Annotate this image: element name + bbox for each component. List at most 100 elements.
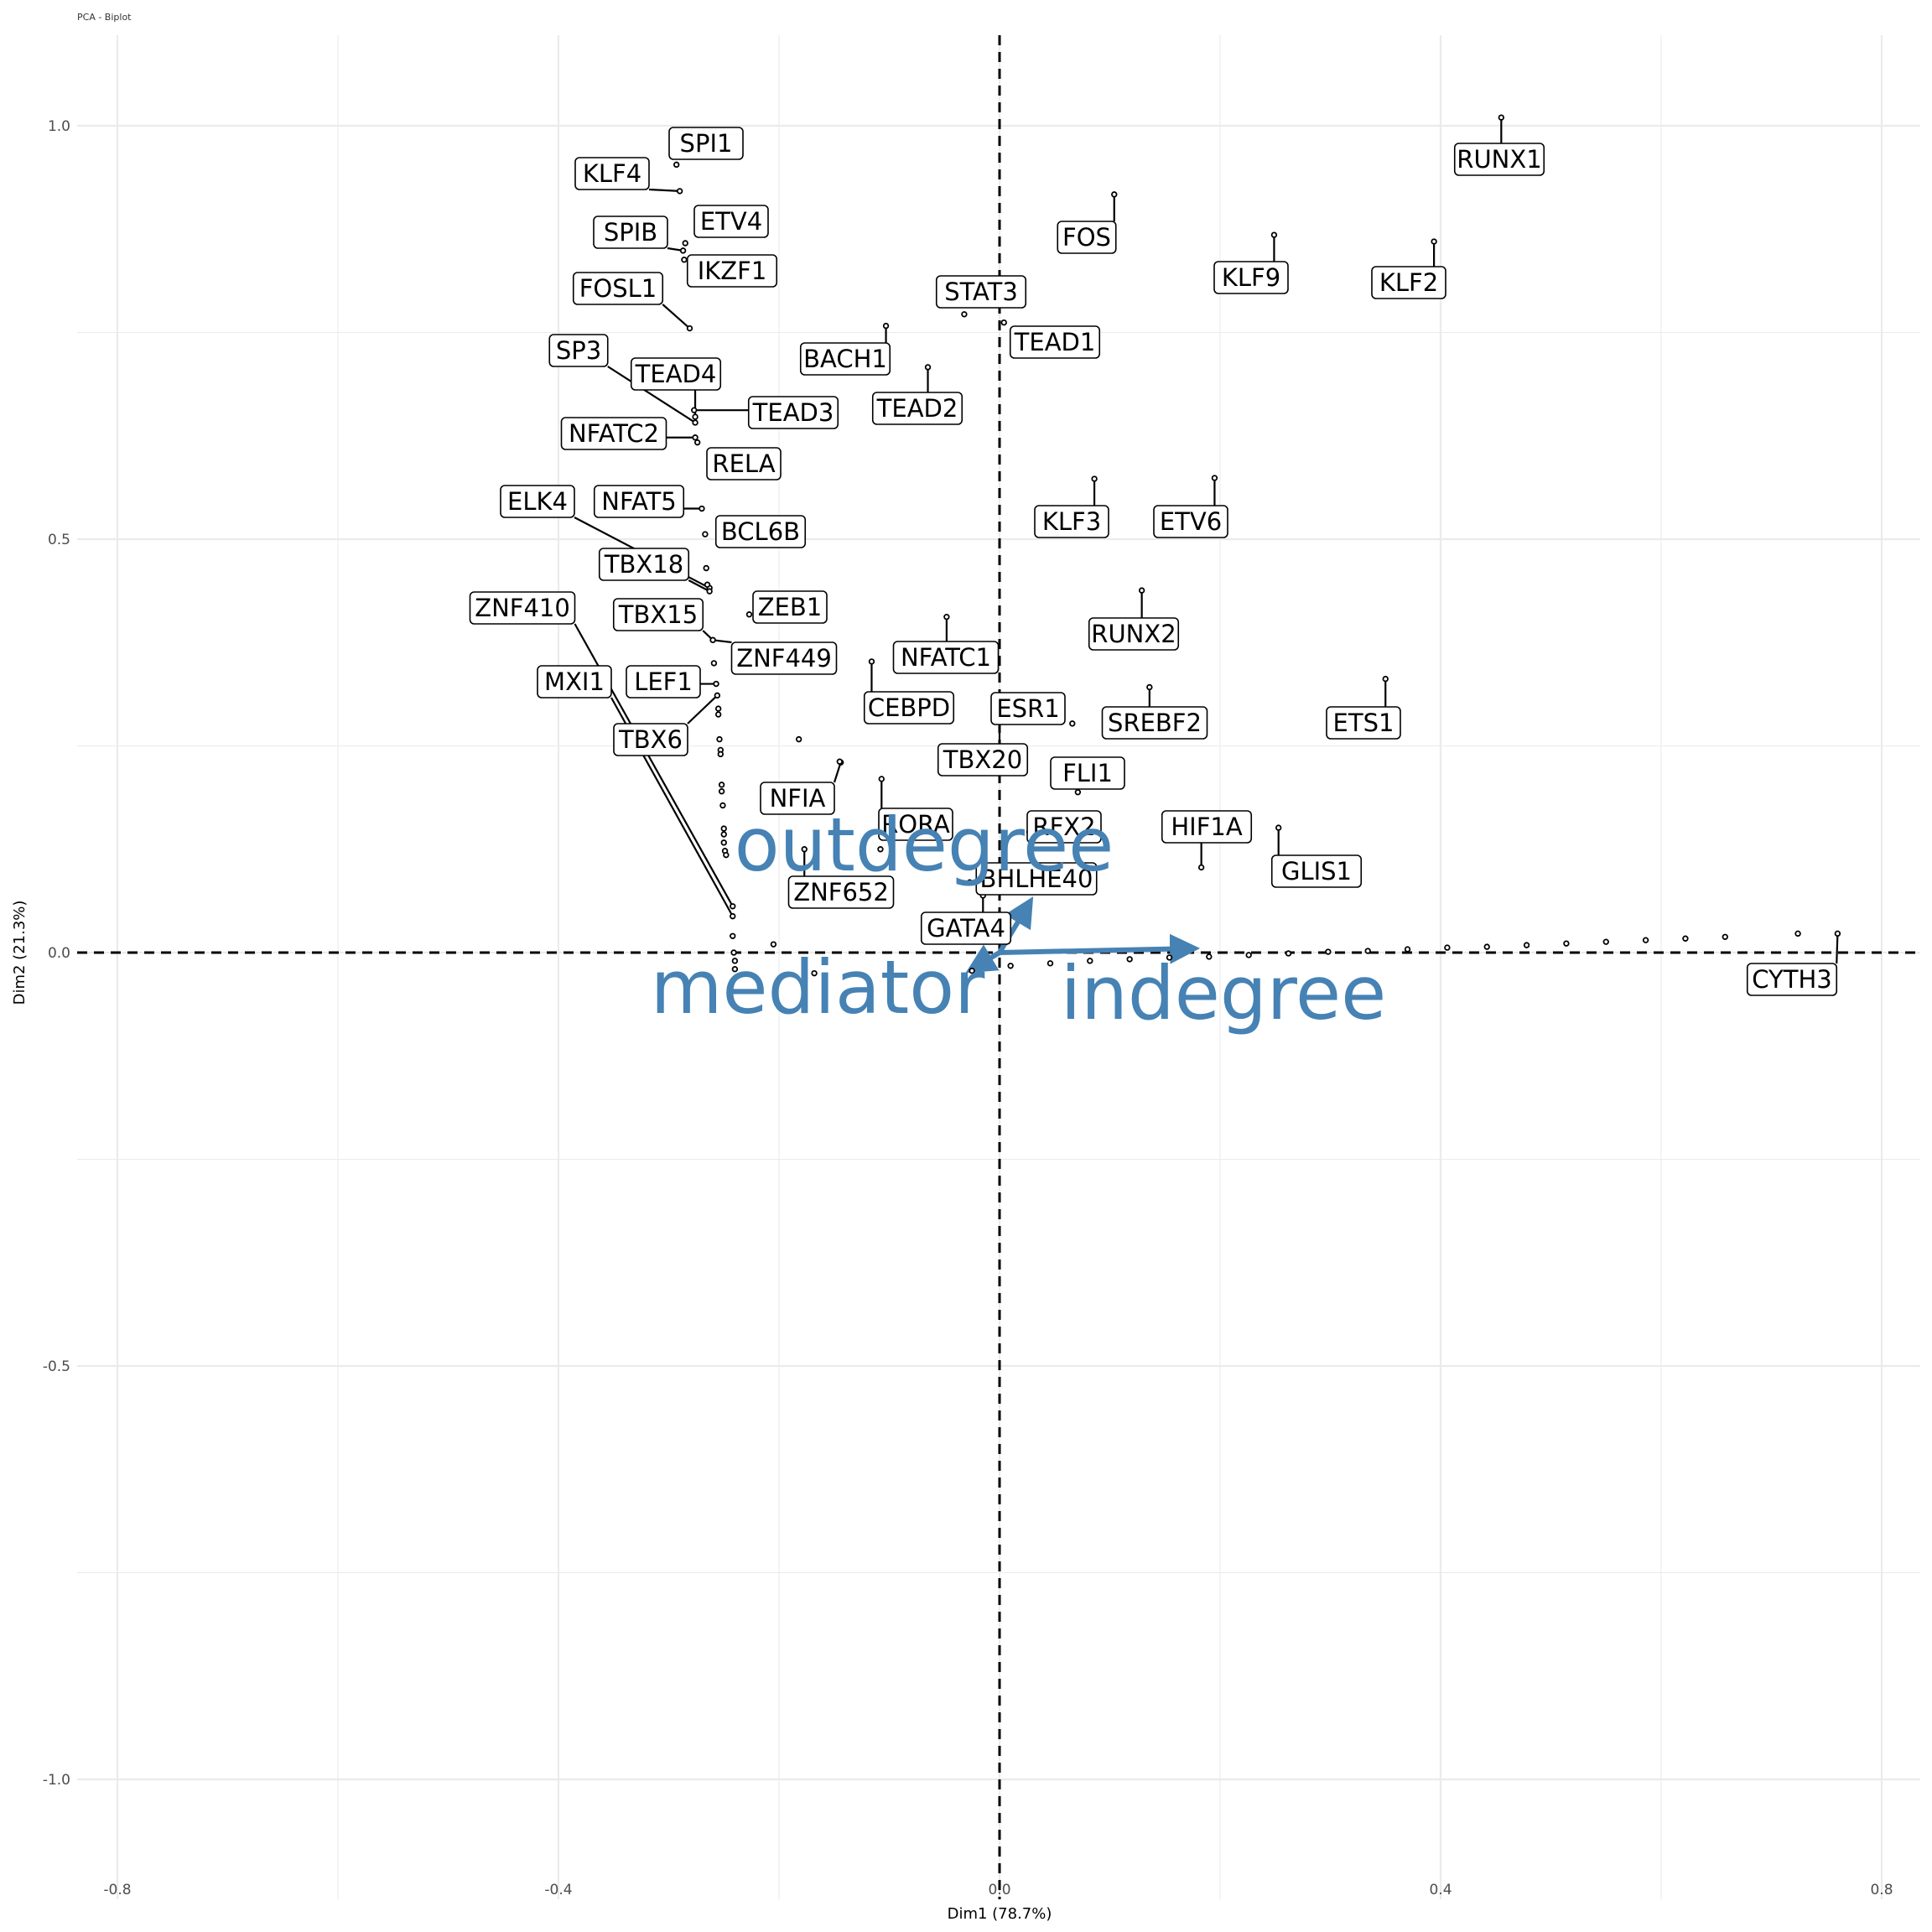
data-point xyxy=(1382,675,1389,683)
point-label-tead4: TEAD4 xyxy=(630,357,722,391)
point-label-text: GATA4 xyxy=(927,914,1005,943)
data-point xyxy=(1146,683,1153,691)
point-label-text: ESR1 xyxy=(996,694,1059,723)
point-label-text: ELK4 xyxy=(507,487,568,516)
data-point xyxy=(699,505,705,512)
data-point xyxy=(1245,952,1252,958)
point-label-box xyxy=(686,254,778,288)
point-label-tead1: TEAD1 xyxy=(1009,325,1101,359)
point-label-text: FLI1 xyxy=(1062,759,1113,787)
point-label-text: RUNX1 xyxy=(1457,145,1541,174)
data-point xyxy=(691,407,698,413)
point-label-box xyxy=(892,641,1000,674)
data-point xyxy=(1563,940,1570,947)
point-label-text: RUNX2 xyxy=(1091,620,1176,648)
y-tick-label: -1.0 xyxy=(43,1772,70,1789)
data-point xyxy=(1197,864,1205,871)
data-point xyxy=(1091,475,1098,482)
point-label-znf449: ZNF449 xyxy=(730,641,838,675)
point-label-box xyxy=(500,485,575,518)
point-label-klf9: KLF9 xyxy=(1213,261,1289,294)
data-point xyxy=(1602,938,1609,945)
point-label-box xyxy=(871,392,963,425)
data-point xyxy=(692,419,699,426)
point-label-fosl1: FOSL1 xyxy=(572,272,664,305)
data-point xyxy=(692,413,699,420)
data-point xyxy=(710,660,718,667)
data-point xyxy=(730,932,736,939)
point-label-text: BHLHE40 xyxy=(980,865,1093,893)
point-label-box xyxy=(747,396,839,429)
point-label-box xyxy=(1050,756,1125,790)
point-label-text: NFATC2 xyxy=(569,419,659,448)
data-point xyxy=(676,188,683,195)
data-point xyxy=(770,941,777,948)
point-label-box xyxy=(1326,706,1401,740)
point-label-gata4: GATA4 xyxy=(920,911,1012,945)
point-label-tead3: TEAD3 xyxy=(747,396,839,429)
point-label-text: TEAD4 xyxy=(635,360,717,388)
data-point xyxy=(1126,956,1133,963)
data-point xyxy=(716,735,723,743)
data-point xyxy=(1046,960,1054,967)
point-label-cyth3: CYTH3 xyxy=(1746,963,1838,996)
variable-label-indegree: indegree xyxy=(1061,950,1387,1036)
point-label-box xyxy=(1213,261,1289,294)
point-label-bach1: BACH1 xyxy=(799,342,891,376)
point-label-box xyxy=(863,691,955,724)
point-label-box xyxy=(1009,325,1101,359)
point-label-box xyxy=(799,342,891,376)
point-label-box xyxy=(598,548,690,581)
point-label-text: FOS xyxy=(1062,223,1111,252)
data-point xyxy=(681,257,688,263)
point-label-box xyxy=(1026,810,1102,844)
point-label-text: MXI1 xyxy=(544,667,605,696)
data-point xyxy=(1682,935,1689,942)
point-label-spib: SPIB xyxy=(593,216,668,249)
data-point xyxy=(801,846,808,853)
point-label-text: CEBPD xyxy=(868,693,950,722)
y-tick-label: 0.5 xyxy=(48,532,70,548)
data-point xyxy=(1087,958,1093,964)
point-label-box xyxy=(706,447,782,480)
data-point xyxy=(720,839,727,846)
point-label-text: TEAD2 xyxy=(876,394,958,423)
point-label-text: RFX2 xyxy=(1032,813,1095,841)
data-point xyxy=(961,311,968,318)
point-label-runx2: RUNX2 xyxy=(1088,617,1180,651)
point-label-sp3: SP3 xyxy=(548,334,609,367)
point-label-tbx18: TBX18 xyxy=(598,548,690,581)
data-point xyxy=(1007,963,1014,969)
data-point xyxy=(673,161,680,169)
data-point xyxy=(704,581,711,588)
point-label-tbx15: TBX15 xyxy=(612,598,704,631)
point-label-text: IKZF1 xyxy=(698,257,767,285)
point-label-text: ZNF449 xyxy=(736,644,832,673)
data-point xyxy=(745,611,753,618)
point-label-stat3: STAT3 xyxy=(935,275,1027,309)
point-label-cebpd: CEBPD xyxy=(863,691,955,724)
point-label-text: ETS1 xyxy=(1333,709,1394,737)
data-point xyxy=(882,322,890,330)
data-point xyxy=(731,966,739,973)
point-label-tbx6: TBX6 xyxy=(613,723,688,756)
point-label-fli1: FLI1 xyxy=(1050,756,1125,790)
point-label-box xyxy=(469,591,576,625)
x-axis-ticks: -0.8 -0.4 0.0 0.4 0.8 xyxy=(103,1882,1893,1898)
data-point xyxy=(1498,114,1505,121)
point-label-box xyxy=(1453,143,1545,176)
point-label-box xyxy=(572,272,664,305)
point-label-box xyxy=(537,665,612,699)
point-label-text: BACH1 xyxy=(803,345,887,373)
data-point xyxy=(718,782,725,788)
point-label-text: BCL6B xyxy=(721,517,800,546)
point-label-bhlhe40: BHLHE40 xyxy=(975,862,1098,896)
data-point xyxy=(1069,720,1076,727)
point-label-bcl6b: BCL6B xyxy=(714,515,807,548)
leader-line-nfia xyxy=(833,761,842,783)
data-point xyxy=(1794,930,1801,937)
point-label-text: ZEB1 xyxy=(758,593,823,621)
data-point xyxy=(714,705,722,712)
variable-arrow-indegree xyxy=(999,933,1201,964)
point-label-box xyxy=(1153,505,1228,538)
